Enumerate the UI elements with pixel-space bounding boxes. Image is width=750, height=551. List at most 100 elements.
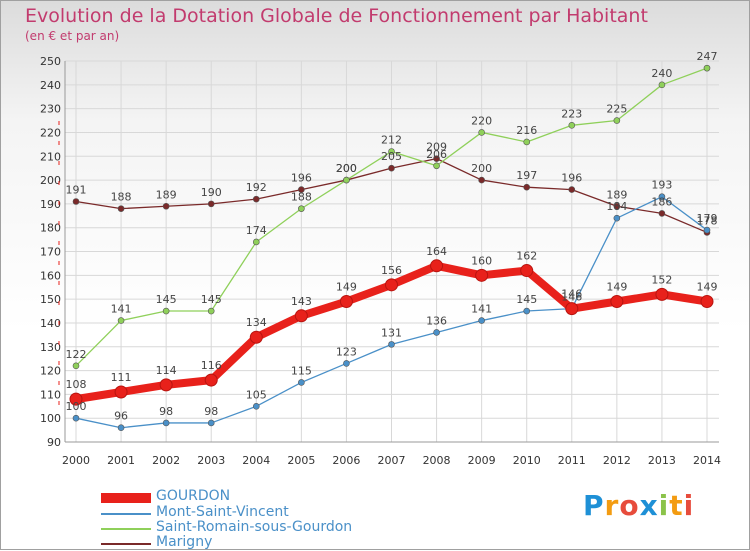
data-label-mont-saint-vincent: 131 bbox=[381, 326, 402, 339]
data-label-gourdon: 149 bbox=[697, 281, 718, 294]
data-label-mont-saint-vincent: 105 bbox=[246, 388, 267, 401]
data-point-marigny bbox=[433, 155, 440, 162]
data-point-marigny bbox=[117, 205, 125, 212]
series-layer bbox=[69, 64, 714, 432]
data-label-mont-saint-vincent: 193 bbox=[651, 179, 672, 192]
data-label-marigny: 200 bbox=[336, 162, 357, 175]
data-label-marigny: 190 bbox=[201, 186, 222, 199]
legend-label-mont-saint-vincent: Mont-Saint-Vincent bbox=[156, 504, 289, 520]
data-point-mont-saint-vincent bbox=[343, 360, 350, 367]
data-point-mont-saint-vincent bbox=[298, 379, 305, 386]
y-tick-label: 160 bbox=[40, 269, 61, 282]
data-point-gourdon bbox=[700, 295, 714, 309]
data-label-saint-romain-sous-gourdon: 240 bbox=[651, 67, 672, 80]
y-tick-label: 90 bbox=[47, 436, 61, 449]
data-point-marigny bbox=[162, 202, 170, 210]
data-label-mont-saint-vincent: 98 bbox=[159, 405, 173, 418]
data-label-marigny: 197 bbox=[516, 169, 537, 182]
logo-letter: i bbox=[658, 489, 670, 522]
legend-swatch-marigny bbox=[101, 543, 151, 545]
chart-subtitle: (en € et par an) bbox=[25, 29, 120, 43]
y-tick-label: 110 bbox=[40, 388, 61, 401]
data-label-marigny: 209 bbox=[426, 141, 447, 154]
y-tick-label: 180 bbox=[40, 222, 61, 235]
data-label-marigny: 200 bbox=[471, 162, 492, 175]
x-tick-label: 2013 bbox=[648, 454, 676, 467]
y-tick-label: 140 bbox=[40, 317, 61, 330]
data-point-gourdon bbox=[430, 259, 444, 273]
x-tick-label: 2011 bbox=[558, 454, 586, 467]
data-point-marigny bbox=[568, 186, 576, 193]
data-point-saint-romain-sous-gourdon bbox=[207, 307, 215, 315]
x-tick-label: 2000 bbox=[62, 454, 90, 467]
data-point-saint-romain-sous-gourdon bbox=[478, 129, 485, 136]
data-label-saint-romain-sous-gourdon: 212 bbox=[381, 133, 402, 146]
y-tick-label: 210 bbox=[40, 150, 61, 163]
data-label-gourdon: 149 bbox=[606, 281, 627, 294]
data-point-gourdon bbox=[610, 295, 624, 309]
data-point-marigny bbox=[613, 202, 621, 210]
y-tick-label: 240 bbox=[40, 79, 61, 92]
legend-label-gourdon: GOURDON bbox=[156, 488, 231, 504]
y-tick-label: 230 bbox=[40, 103, 61, 116]
x-tick-label: 2010 bbox=[513, 454, 541, 467]
data-point-mont-saint-vincent bbox=[478, 317, 485, 324]
data-label-gourdon: 162 bbox=[516, 250, 537, 263]
axes: 90 100 110 120 130 140 150 160 170 180 190 200 210 22… bbox=[40, 55, 721, 467]
data-point-mont-saint-vincent bbox=[388, 341, 395, 348]
logo-letter: i bbox=[683, 489, 695, 522]
data-point-saint-romain-sous-gourdon bbox=[162, 307, 170, 315]
data-label-gourdon: 149 bbox=[336, 281, 357, 294]
data-label-marigny: 191 bbox=[66, 183, 87, 196]
data-label-marigny: 189 bbox=[156, 188, 177, 201]
data-point-marigny bbox=[207, 200, 215, 208]
data-point-gourdon bbox=[339, 295, 353, 309]
data-label-mont-saint-vincent: 98 bbox=[204, 405, 218, 418]
data-point-mont-saint-vincent bbox=[162, 419, 170, 427]
data-point-saint-romain-sous-gourdon bbox=[703, 64, 711, 72]
x-tick-label: 2005 bbox=[287, 454, 315, 467]
data-label-gourdon: 156 bbox=[381, 264, 402, 277]
data-point-saint-romain-sous-gourdon bbox=[388, 148, 395, 155]
data-point-gourdon bbox=[69, 392, 83, 406]
logo-letter: t bbox=[669, 489, 684, 522]
data-label-mont-saint-vincent: 184 bbox=[606, 200, 627, 213]
legend-label-saint-romain: Saint-Romain-sous-Gourdon bbox=[156, 519, 353, 535]
data-label-saint-romain-sous-gourdon: 141 bbox=[111, 303, 132, 316]
x-tick-label: 2009 bbox=[468, 454, 496, 467]
data-point-saint-romain-sous-gourdon bbox=[117, 317, 125, 324]
legend-swatch-saint-romain bbox=[101, 528, 151, 530]
x-tick-label: 2002 bbox=[152, 454, 180, 467]
y-tick-label: 250 bbox=[40, 55, 61, 68]
data-label-mont-saint-vincent: 100 bbox=[66, 400, 87, 413]
y-tick-label: 220 bbox=[40, 126, 61, 139]
data-point-saint-romain-sous-gourdon bbox=[433, 162, 440, 170]
data-point-gourdon bbox=[249, 330, 263, 344]
data-label-marigny: 192 bbox=[246, 181, 267, 194]
data-point-saint-romain-sous-gourdon bbox=[252, 238, 260, 246]
data-point-gourdon bbox=[655, 287, 669, 301]
y-tick-label: 150 bbox=[40, 293, 61, 306]
data-label-saint-romain-sous-gourdon: 225 bbox=[606, 103, 627, 116]
data-point-gourdon bbox=[565, 302, 579, 316]
data-label-marigny: 196 bbox=[561, 172, 582, 185]
data-label-gourdon: 134 bbox=[246, 316, 267, 329]
data-point-marigny bbox=[658, 210, 666, 217]
data-point-saint-romain-sous-gourdon bbox=[298, 205, 305, 212]
data-label-mont-saint-vincent: 141 bbox=[471, 303, 492, 316]
chart-title: Evolution de la Dotation Globale de Fonc… bbox=[25, 5, 648, 27]
data-point-gourdon bbox=[520, 264, 534, 278]
data-point-saint-romain-sous-gourdon bbox=[343, 176, 350, 184]
data-label-saint-romain-sous-gourdon: 145 bbox=[201, 293, 222, 306]
data-label-marigny: 186 bbox=[651, 195, 672, 208]
x-tick-label: 2008 bbox=[423, 454, 451, 467]
data-label-saint-romain-sous-gourdon: 188 bbox=[291, 191, 312, 204]
data-label-saint-romain-sous-gourdon: 220 bbox=[471, 114, 492, 127]
data-point-marigny bbox=[478, 176, 485, 184]
data-point-mont-saint-vincent bbox=[703, 226, 711, 234]
x-tick-label: 2012 bbox=[603, 454, 631, 467]
data-label-gourdon: 114 bbox=[156, 364, 177, 377]
